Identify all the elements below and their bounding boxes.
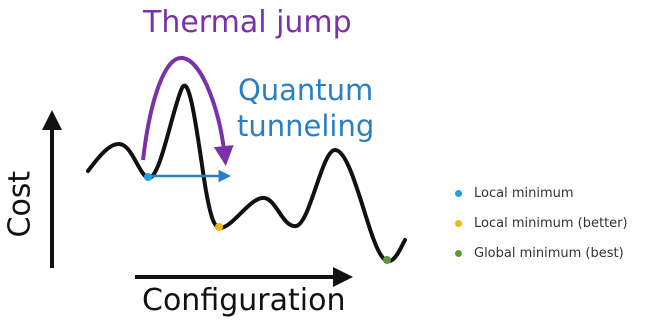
legend-dot-icon bbox=[455, 219, 462, 227]
legend-dot-icon bbox=[455, 249, 462, 257]
legend-label: Local minimum (better) bbox=[474, 215, 628, 231]
thermal-jump-arrow bbox=[141, 55, 234, 166]
local-minimum-marker bbox=[144, 173, 152, 181]
global-minimum-marker bbox=[383, 256, 391, 264]
quantum-label-line1: Quantum bbox=[237, 73, 374, 107]
legend-item-local-minimum: Local minimum bbox=[455, 180, 628, 206]
x-axis-label: Configuration bbox=[142, 283, 346, 318]
legend-label: Global minimum (best) bbox=[474, 245, 624, 261]
y-axis-label: Cost bbox=[2, 170, 38, 238]
legend-item-local-minimum-better: Local minimum (better) bbox=[455, 210, 628, 236]
legend-item-global-minimum: Global minimum (best) bbox=[455, 240, 628, 266]
legend: Local minimum Local minimum (better) Glo… bbox=[455, 180, 628, 270]
legend-dot-icon bbox=[455, 189, 462, 197]
quantum-label-line2: tunneling bbox=[237, 109, 375, 143]
thermal-jump-label: Thermal jump bbox=[143, 5, 352, 40]
legend-label: Local minimum bbox=[474, 185, 574, 201]
quantum-tunneling-label: Quantum tunneling bbox=[237, 72, 374, 144]
local-minimum-better-marker bbox=[215, 223, 223, 231]
